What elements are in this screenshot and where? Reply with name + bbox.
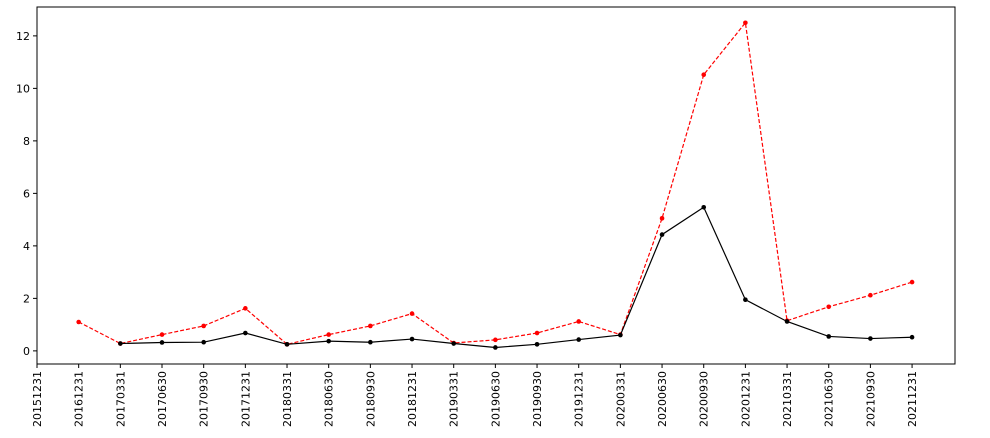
x-tick-label: 20170930 [198,371,211,427]
x-tick-label: 20200331 [614,371,627,427]
x-tick-label: 20170630 [156,371,169,427]
point [826,304,832,310]
point [284,342,290,347]
y-tick-label: 10 [16,82,30,95]
x-tick-label: 20200930 [698,371,711,427]
point [368,323,373,329]
point [159,340,165,345]
y-tick-label: 6 [23,187,30,200]
x-tick-label: 20210331 [781,371,794,427]
x-tick-label: 20190930 [531,371,544,427]
point [534,330,540,336]
x-tick-label: 20210630 [823,371,836,427]
x-tick-label: 20190630 [489,371,502,427]
point [784,319,790,324]
x-tick-label: 20161231 [73,371,86,427]
point [76,319,81,325]
y-tick-label: 8 [23,135,30,148]
x-tick-label: 20211231 [906,371,919,427]
point [368,339,373,345]
x-tick-label: 20200630 [656,371,669,427]
point [659,216,665,221]
series-line [78,21,913,345]
y-tick-label: 12 [16,30,30,43]
x-tick-label: 20151231 [31,371,44,427]
point [159,332,165,337]
point [701,72,707,78]
x-tick-label: 20191231 [573,371,586,427]
point [201,323,206,329]
point [534,342,540,347]
series-line [120,206,913,349]
point [451,341,457,346]
point [576,337,582,342]
point [576,319,582,324]
point [118,341,123,346]
x-tick-label: 20181231 [406,371,419,427]
point [201,339,206,345]
x-tick-label: 20180331 [281,371,294,427]
y-tick-label: 4 [23,240,30,253]
point [868,336,873,341]
plot-frame [36,6,956,365]
x-tick-label: 20210930 [864,371,877,427]
point [326,338,331,344]
x-tick-label: 20170331 [114,371,127,427]
y-tick-label: 0 [23,345,30,358]
x-tick-label: 20201231 [739,371,752,427]
x-tick-label: 20171231 [239,371,252,427]
point [493,337,498,343]
point [493,345,498,350]
point [409,311,415,316]
point [243,330,248,336]
x-tick-label: 20180930 [364,371,377,427]
point [826,334,832,339]
point [909,334,915,340]
point [243,306,248,311]
point [326,332,331,337]
point [743,297,748,302]
x-tick-label: 20190331 [448,371,461,427]
point [659,232,665,237]
point [909,279,915,285]
point [743,20,748,26]
point [701,204,707,210]
y-tick-label: 2 [23,292,30,305]
point [409,336,415,342]
point [618,332,623,338]
point [868,292,873,298]
x-tick-label: 20180630 [323,371,336,427]
